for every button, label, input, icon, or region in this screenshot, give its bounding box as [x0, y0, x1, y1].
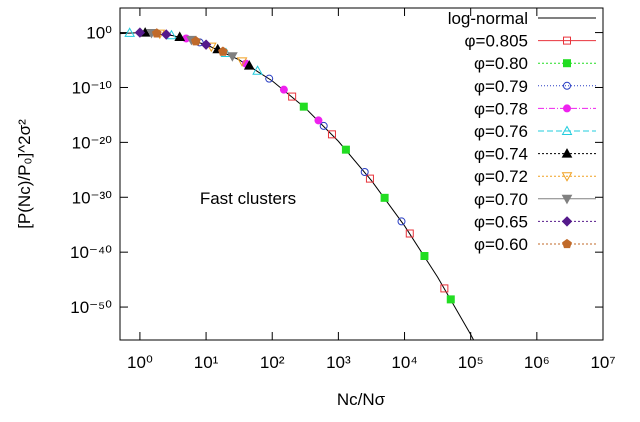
y-tick-label: 10⁰ — [86, 24, 112, 43]
marker — [446, 295, 455, 304]
marker — [397, 217, 406, 226]
legend-marker — [562, 238, 572, 249]
marker — [227, 52, 238, 62]
annotation: Fast clusters — [200, 189, 296, 208]
marker — [124, 27, 136, 37]
marker — [218, 46, 228, 56]
x-tick-label: 10⁷ — [590, 353, 615, 372]
y-tick-label: 10⁻⁴⁰ — [70, 243, 112, 262]
legend-label: φ=0.70 — [474, 190, 528, 209]
legend-label: φ=0.78 — [474, 99, 528, 118]
marker — [288, 92, 297, 101]
legend-marker — [563, 36, 571, 45]
x-tick-label: 10³ — [326, 353, 351, 372]
x-tick-label: 10¹ — [194, 353, 219, 372]
legend-marker — [561, 125, 573, 135]
x-tick-label: 10⁰ — [127, 353, 153, 372]
legend-marker — [561, 194, 573, 205]
marker — [405, 229, 414, 238]
marker — [243, 60, 255, 70]
x-tick-label: 10⁵ — [458, 353, 484, 372]
legend-label: φ=0.72 — [474, 167, 528, 186]
legend-marker — [561, 172, 573, 182]
legend-marker — [563, 59, 571, 68]
marker — [319, 121, 328, 130]
marker — [299, 102, 308, 111]
y-tick-label: 10⁻²⁰ — [72, 133, 113, 152]
legend-label: φ=0.805 — [465, 32, 529, 51]
legend-label: φ=0.60 — [474, 235, 528, 254]
legend-label: φ=0.76 — [474, 122, 528, 141]
legend-label: φ=0.80 — [474, 54, 528, 73]
legend-marker — [563, 81, 571, 90]
marker — [380, 193, 389, 202]
plot-frame — [119, 7, 604, 341]
y-axis-label: [P(Nc)/P₀]^2σ² — [15, 119, 34, 229]
plot-area — [120, 27, 475, 340]
legend-marker — [561, 216, 573, 227]
marker — [440, 284, 449, 293]
marker — [314, 116, 323, 125]
marker — [420, 252, 429, 261]
marker — [365, 174, 374, 183]
x-tick-label: 10⁶ — [524, 353, 550, 372]
marker — [327, 130, 336, 139]
legend-marker — [561, 148, 573, 158]
x-tick-label: 10⁴ — [391, 353, 417, 372]
y-tick-label: 10⁻³⁰ — [72, 188, 113, 207]
marker — [190, 36, 201, 46]
curve — [120, 32, 475, 340]
legend-label: φ=0.65 — [474, 212, 528, 231]
marker — [205, 42, 217, 53]
marker — [341, 145, 350, 154]
marker — [265, 74, 274, 83]
marker — [151, 28, 162, 38]
x-axis-label: Nc/Nσ — [337, 390, 386, 409]
marker — [252, 65, 263, 75]
x-tick-label: 10² — [260, 353, 285, 372]
y-tick-label: 10⁻¹⁰ — [72, 78, 113, 97]
marker — [200, 39, 212, 50]
marker — [236, 57, 248, 67]
legend-marker — [563, 104, 571, 113]
legend-label: φ=0.74 — [474, 145, 528, 164]
y-tick-label: 10⁻⁵⁰ — [70, 298, 112, 317]
marker — [134, 27, 146, 38]
marker — [161, 29, 172, 40]
legend-label: log-normal — [448, 9, 528, 28]
marker — [279, 85, 288, 94]
marker — [174, 31, 186, 41]
marker — [360, 168, 369, 177]
legend-label: φ=0.79 — [474, 77, 528, 96]
